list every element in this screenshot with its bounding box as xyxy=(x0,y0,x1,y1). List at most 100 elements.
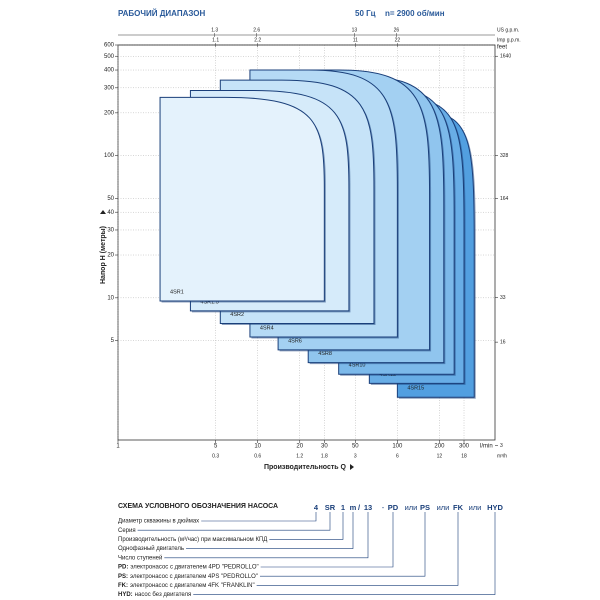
x2-tick-label: 13 xyxy=(352,27,358,33)
row-key: FK: xyxy=(118,583,128,589)
region-label: 4SR4 xyxy=(260,325,274,331)
y-tick-label: 300 xyxy=(104,85,115,91)
region-label: 4SR6 xyxy=(288,338,302,344)
code-part: - xyxy=(382,503,385,512)
connector xyxy=(193,512,496,595)
x-tick-label: 20 xyxy=(296,444,303,450)
connector xyxy=(201,512,317,522)
x2-tick-label: 6 xyxy=(396,453,399,459)
y-tick-label: 10 xyxy=(107,295,114,301)
region-label: 4SR15 xyxy=(407,386,424,392)
code-part: или xyxy=(405,503,418,512)
y2-tick-label: 3 xyxy=(500,443,503,449)
connector xyxy=(269,512,344,540)
y2-tick-label: 16 xyxy=(500,339,506,345)
region xyxy=(159,96,325,302)
y-tick-label: 30 xyxy=(107,228,114,234)
x-tick-label: 10 xyxy=(254,444,261,450)
speed: n= 2900 об/мин xyxy=(385,9,445,18)
y-tick-label: 50 xyxy=(107,196,114,202)
code-part: PS xyxy=(420,503,430,512)
region-label: 4SR2 xyxy=(230,312,244,318)
frequency: 50 Гц xyxy=(355,9,376,18)
x-tick-label: 1 xyxy=(116,444,120,450)
code-part: 13 xyxy=(364,503,372,512)
x-tick-label: 5 xyxy=(214,444,218,450)
y-arrow xyxy=(100,210,106,214)
code-part: SR xyxy=(325,503,336,512)
y-tick-label: 100 xyxy=(104,153,115,159)
x2-tick-label: 2.2 xyxy=(254,37,261,43)
y2-tick-label: 328 xyxy=(500,153,509,159)
y2-tick-label: 1640 xyxy=(500,54,511,60)
y-tick-label: 500 xyxy=(104,54,115,60)
row-text: Диаметр скважины в дюймах xyxy=(118,518,199,525)
connector xyxy=(259,512,426,577)
x2-unit: m³/h xyxy=(497,453,507,459)
connector xyxy=(256,512,459,586)
row-text: электронасос с двигателем 4FK "FRANKLIN" xyxy=(130,583,255,589)
row-text: электронасос с двигателем 4PD "PEDROLLO" xyxy=(130,565,258,571)
row-text: Производительность (м³/час) при максимал… xyxy=(118,537,267,543)
code-part: PD xyxy=(388,503,399,512)
row-key: HYD: xyxy=(118,592,133,598)
x2-tick-label: 1.2 xyxy=(296,453,303,459)
connector xyxy=(137,512,331,531)
row-text: Серия xyxy=(118,528,136,534)
connector xyxy=(164,512,369,559)
x-tick-label: 300 xyxy=(459,444,470,450)
x2-tick-label: 11 xyxy=(353,37,358,43)
row-text: Однофазный двигатель xyxy=(118,545,184,552)
row-key: PS: xyxy=(118,574,128,580)
scheme-title: СХЕМА УСЛОВНОГО ОБОЗНАЧЕНИЯ НАСОСА xyxy=(118,503,278,510)
code-part: FK xyxy=(453,503,464,512)
x2-unit: Imp g.p.m. xyxy=(497,37,521,43)
x2-tick-label: 12 xyxy=(437,453,443,459)
x2-tick-label: 0.6 xyxy=(254,453,261,459)
code-part: 4 xyxy=(314,503,319,512)
row-text: Число ступеней xyxy=(118,554,162,561)
row-key: PD: xyxy=(118,565,128,571)
y-tick-label: 400 xyxy=(104,68,115,74)
x2-unit: US g.p.m. xyxy=(497,27,519,33)
code-part: или xyxy=(437,503,450,512)
y2-tick-label: 164 xyxy=(500,196,509,202)
x-unit: l/min xyxy=(480,444,493,450)
x-tick-label: 30 xyxy=(321,444,328,450)
x-arrow xyxy=(350,464,354,470)
row-text: насос без двигателя xyxy=(135,592,192,598)
connector xyxy=(260,512,394,568)
x2-tick-label: 2.6 xyxy=(253,27,260,33)
x2-tick-label: 0.3 xyxy=(212,453,219,459)
code-part: / xyxy=(358,503,361,512)
connector xyxy=(186,512,354,549)
code-part: m xyxy=(350,503,357,512)
row-text: электронасос с двигателем 4PS "PEDROLLO" xyxy=(130,574,258,580)
x2-tick-label: 1.1 xyxy=(212,37,219,43)
y2-unit: feet xyxy=(497,45,507,51)
x-tick-label: 200 xyxy=(434,444,445,450)
x2-tick-label: 3 xyxy=(354,453,357,459)
y-tick-label: 20 xyxy=(107,253,114,259)
x-axis-title: Производительность Q xyxy=(264,464,347,471)
y-tick-label: 200 xyxy=(104,110,115,116)
y2-tick-label: 33 xyxy=(500,295,506,301)
x2-tick-label: 18 xyxy=(461,453,467,459)
y-axis-title: Напор Н (метры) xyxy=(100,226,107,284)
x2-tick-label: 22 xyxy=(395,37,401,43)
region-label: 4SR1 xyxy=(170,289,184,295)
y-tick-label: 40 xyxy=(107,210,114,216)
chart-title: РАБОЧИЙ ДИАПАЗОН xyxy=(118,9,206,18)
region-label: 4SR8 xyxy=(318,351,332,357)
y-tick-label: 600 xyxy=(104,43,115,49)
x-tick-label: 100 xyxy=(392,444,403,450)
region-label: 4SR10 xyxy=(349,363,366,369)
x-tick-label: 50 xyxy=(352,444,359,450)
x2-tick-label: 1.3 xyxy=(211,27,218,33)
x2-tick-label: 26 xyxy=(394,27,400,33)
x2-tick-label: 1.8 xyxy=(321,453,328,459)
code-part: HYD xyxy=(487,503,503,512)
y-tick-label: 5 xyxy=(111,338,115,344)
code-part: 1 xyxy=(341,503,345,512)
